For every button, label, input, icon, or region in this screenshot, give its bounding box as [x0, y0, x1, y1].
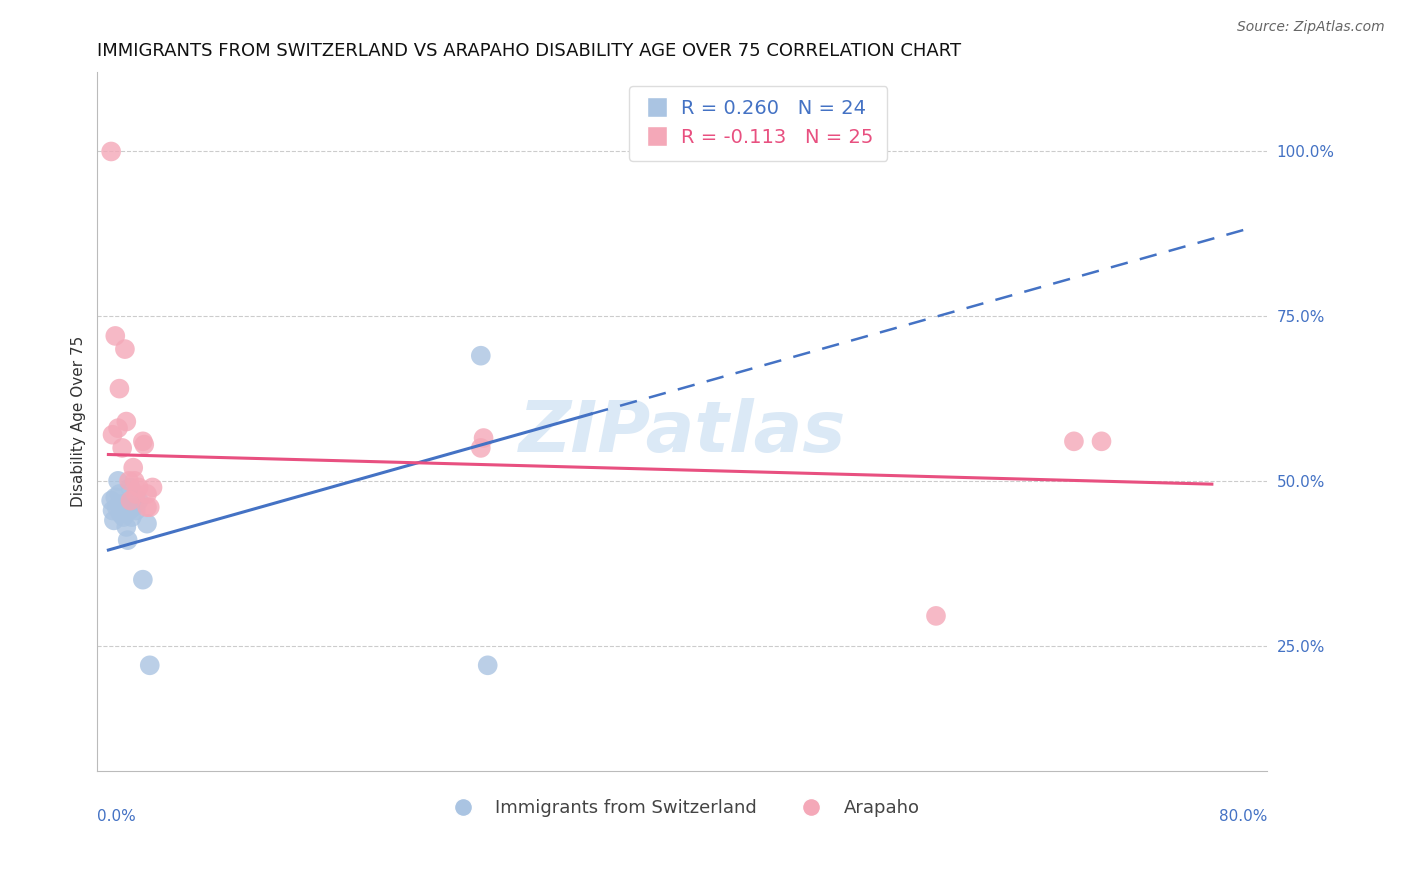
Point — [1063, 434, 1085, 449]
Point — [125, 503, 148, 517]
Point — [101, 503, 124, 517]
Point — [122, 500, 145, 515]
Point — [136, 516, 159, 531]
Text: Source: ZipAtlas.com: Source: ZipAtlas.com — [1237, 20, 1385, 34]
Point — [136, 487, 159, 501]
Point — [470, 349, 492, 363]
Point — [124, 474, 146, 488]
Point — [128, 480, 150, 494]
Point — [128, 493, 150, 508]
Point — [132, 573, 155, 587]
Point — [101, 427, 124, 442]
Point — [125, 487, 148, 501]
Point — [120, 493, 142, 508]
Point — [925, 608, 948, 623]
Point — [104, 329, 127, 343]
Point — [470, 441, 492, 455]
Point — [115, 415, 138, 429]
Point — [139, 500, 162, 515]
Point — [477, 658, 499, 673]
Text: 0.0%: 0.0% — [97, 809, 136, 824]
Point — [120, 480, 142, 494]
Point — [132, 434, 155, 449]
Legend: R = 0.260   N = 24, R = -0.113   N = 25: R = 0.260 N = 24, R = -0.113 N = 25 — [628, 86, 887, 161]
Point — [108, 382, 131, 396]
Point — [100, 145, 122, 159]
Point — [111, 497, 134, 511]
Point — [117, 533, 139, 548]
Point — [114, 342, 136, 356]
Point — [103, 513, 125, 527]
Point — [115, 520, 138, 534]
Y-axis label: Disability Age Over 75: Disability Age Over 75 — [72, 336, 86, 508]
Point — [1090, 434, 1112, 449]
Point — [122, 460, 145, 475]
Point — [121, 510, 143, 524]
Point — [111, 441, 134, 455]
Point — [472, 431, 495, 445]
Text: 80.0%: 80.0% — [1219, 809, 1267, 824]
Point — [141, 480, 163, 494]
Point — [118, 474, 141, 488]
Point — [114, 500, 136, 515]
Point — [110, 507, 132, 521]
Point — [136, 500, 159, 515]
Point — [134, 437, 156, 451]
Point — [100, 493, 122, 508]
Text: IMMIGRANTS FROM SWITZERLAND VS ARAPAHO DISABILITY AGE OVER 75 CORRELATION CHART: IMMIGRANTS FROM SWITZERLAND VS ARAPAHO D… — [97, 42, 962, 60]
Point — [112, 510, 135, 524]
Point — [107, 474, 129, 488]
Point — [139, 658, 162, 673]
Text: ZIPatlas: ZIPatlas — [519, 398, 846, 467]
Point — [118, 503, 141, 517]
Point — [105, 500, 128, 515]
Point — [107, 421, 129, 435]
Point — [104, 491, 127, 505]
Point — [108, 487, 131, 501]
